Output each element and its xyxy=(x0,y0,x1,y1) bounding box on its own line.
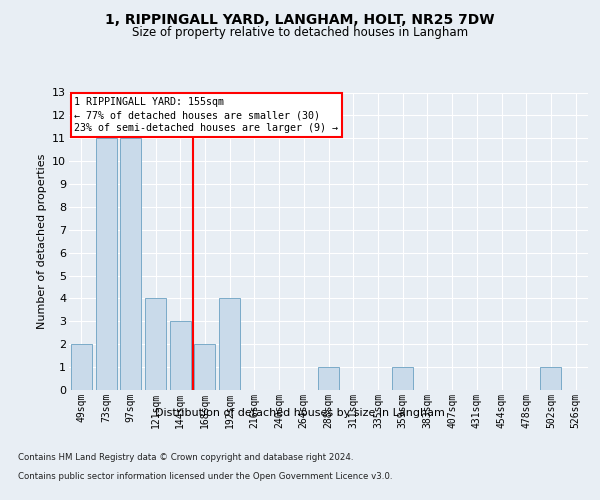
Text: 1 RIPPINGALL YARD: 155sqm
← 77% of detached houses are smaller (30)
23% of semi-: 1 RIPPINGALL YARD: 155sqm ← 77% of detac… xyxy=(74,97,338,134)
Bar xyxy=(170,322,191,390)
Bar xyxy=(219,298,240,390)
Bar xyxy=(194,344,215,390)
Bar xyxy=(145,298,166,390)
Text: 1, RIPPINGALL YARD, LANGHAM, HOLT, NR25 7DW: 1, RIPPINGALL YARD, LANGHAM, HOLT, NR25 … xyxy=(105,12,495,26)
Bar xyxy=(71,344,92,390)
Bar xyxy=(392,367,413,390)
Bar xyxy=(120,138,141,390)
Text: Distribution of detached houses by size in Langham: Distribution of detached houses by size … xyxy=(155,408,445,418)
Bar xyxy=(95,138,116,390)
Y-axis label: Number of detached properties: Number of detached properties xyxy=(37,154,47,329)
Text: Contains HM Land Registry data © Crown copyright and database right 2024.: Contains HM Land Registry data © Crown c… xyxy=(18,454,353,462)
Text: Contains public sector information licensed under the Open Government Licence v3: Contains public sector information licen… xyxy=(18,472,392,481)
Bar xyxy=(318,367,339,390)
Text: Size of property relative to detached houses in Langham: Size of property relative to detached ho… xyxy=(132,26,468,39)
Bar xyxy=(541,367,562,390)
